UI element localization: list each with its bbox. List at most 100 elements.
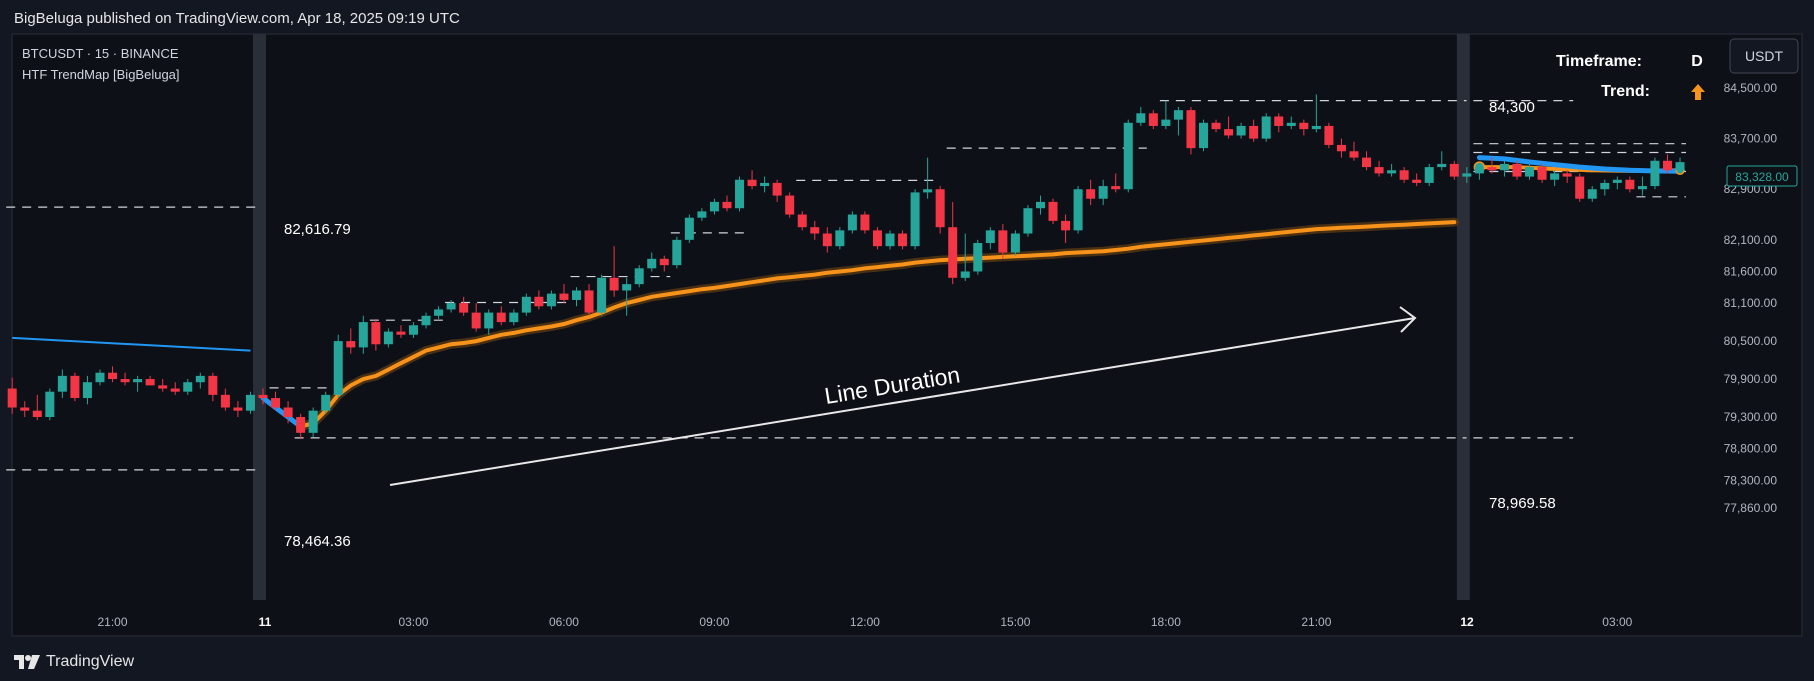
candle bbox=[1575, 173, 1585, 202]
candle bbox=[1650, 157, 1660, 190]
candle-body bbox=[760, 182, 770, 187]
candle-body bbox=[559, 293, 569, 300]
candle bbox=[1023, 205, 1033, 237]
candle bbox=[835, 227, 845, 250]
x-tick-label: 12 bbox=[1460, 615, 1474, 629]
candle-body bbox=[1061, 220, 1071, 231]
candle bbox=[898, 230, 908, 250]
candle-body bbox=[95, 372, 105, 383]
candle-body bbox=[408, 325, 418, 335]
candle bbox=[7, 377, 17, 414]
candle bbox=[321, 391, 331, 414]
candle bbox=[1675, 157, 1685, 174]
candle bbox=[434, 306, 444, 319]
candle-body bbox=[1424, 167, 1434, 183]
candle bbox=[1161, 100, 1171, 130]
candle-body bbox=[421, 315, 431, 326]
candle bbox=[1324, 122, 1334, 149]
candle-body bbox=[1625, 179, 1635, 190]
candle bbox=[760, 176, 770, 193]
candle bbox=[271, 391, 281, 411]
x-tick-label: 21:00 bbox=[98, 615, 128, 629]
duration-arrow bbox=[389, 317, 1416, 486]
y-tick-label: 81,100.00 bbox=[1724, 296, 1778, 310]
candle bbox=[446, 299, 456, 313]
candle bbox=[847, 211, 857, 234]
candle-body bbox=[1675, 162, 1685, 171]
candle bbox=[797, 211, 807, 231]
candle bbox=[170, 382, 180, 395]
candle bbox=[208, 372, 218, 402]
y-tick-label: 78,300.00 bbox=[1724, 473, 1778, 487]
candle-body bbox=[634, 268, 644, 285]
indicator-label[interactable]: HTF TrendMap [BigBeluga] bbox=[22, 67, 180, 82]
candle bbox=[1399, 167, 1409, 183]
trend-label: Trend: bbox=[1601, 83, 1650, 100]
candle-body bbox=[860, 214, 870, 231]
candle bbox=[772, 179, 782, 202]
candle-body bbox=[1311, 125, 1321, 130]
candle-body bbox=[446, 303, 456, 310]
candle-body bbox=[1111, 186, 1121, 190]
current-price-tag: 83,328.00 bbox=[1726, 165, 1798, 187]
candle-body bbox=[647, 258, 657, 269]
candle-body bbox=[496, 312, 506, 323]
tradingview-logo-icon bbox=[14, 655, 40, 669]
candle-body bbox=[1023, 208, 1033, 234]
candle-body bbox=[985, 230, 995, 244]
candle-body bbox=[20, 407, 30, 411]
candle-body bbox=[948, 227, 958, 278]
candle bbox=[1048, 198, 1058, 225]
candle bbox=[1148, 110, 1158, 130]
candle bbox=[1274, 113, 1284, 133]
candle-body bbox=[1474, 167, 1484, 174]
candle-body bbox=[1499, 163, 1509, 171]
candle-body bbox=[258, 394, 268, 399]
candle-body bbox=[158, 385, 168, 389]
candle bbox=[584, 284, 594, 316]
tradingview-logo[interactable]: TradingView bbox=[14, 653, 134, 671]
currency-label[interactable]: USDT bbox=[1745, 48, 1784, 64]
candle bbox=[709, 198, 719, 215]
candle bbox=[1662, 154, 1672, 174]
candle bbox=[57, 369, 67, 399]
candle bbox=[1098, 179, 1108, 206]
currency-button[interactable]: USDT bbox=[1729, 38, 1799, 74]
candle bbox=[509, 309, 519, 326]
candle-body bbox=[1035, 201, 1045, 209]
candle-body bbox=[998, 230, 1008, 253]
candle-body bbox=[296, 417, 306, 433]
candle bbox=[32, 394, 42, 421]
x-tick-label: 03:00 bbox=[1602, 615, 1632, 629]
y-tick-label: 79,300.00 bbox=[1724, 410, 1778, 424]
candle bbox=[960, 233, 970, 281]
candle-body bbox=[220, 394, 230, 408]
candle bbox=[296, 413, 306, 440]
candle bbox=[70, 372, 80, 402]
candle bbox=[1525, 163, 1535, 180]
candle-body bbox=[1575, 176, 1585, 199]
candle-body bbox=[1086, 189, 1096, 199]
candle bbox=[1173, 106, 1183, 136]
session-break-0 bbox=[253, 34, 266, 600]
candle-body bbox=[1199, 122, 1208, 149]
candle-body bbox=[170, 388, 180, 392]
candle-body bbox=[1600, 182, 1610, 190]
candle bbox=[1587, 186, 1597, 202]
candle-body bbox=[459, 303, 469, 313]
candle bbox=[1437, 151, 1447, 171]
candle-body bbox=[1161, 119, 1171, 126]
candle bbox=[572, 287, 581, 307]
candle-body bbox=[1612, 179, 1622, 183]
candle bbox=[82, 375, 92, 405]
candle bbox=[1236, 122, 1246, 139]
candle bbox=[1010, 230, 1020, 256]
candle-body bbox=[1048, 201, 1058, 221]
candle-body bbox=[1186, 110, 1196, 149]
candle-body bbox=[772, 182, 782, 196]
candle-body bbox=[1512, 163, 1522, 177]
htf-trend-line-current bbox=[1476, 155, 1683, 174]
candle-body bbox=[1299, 122, 1309, 130]
candle-body bbox=[684, 217, 694, 240]
